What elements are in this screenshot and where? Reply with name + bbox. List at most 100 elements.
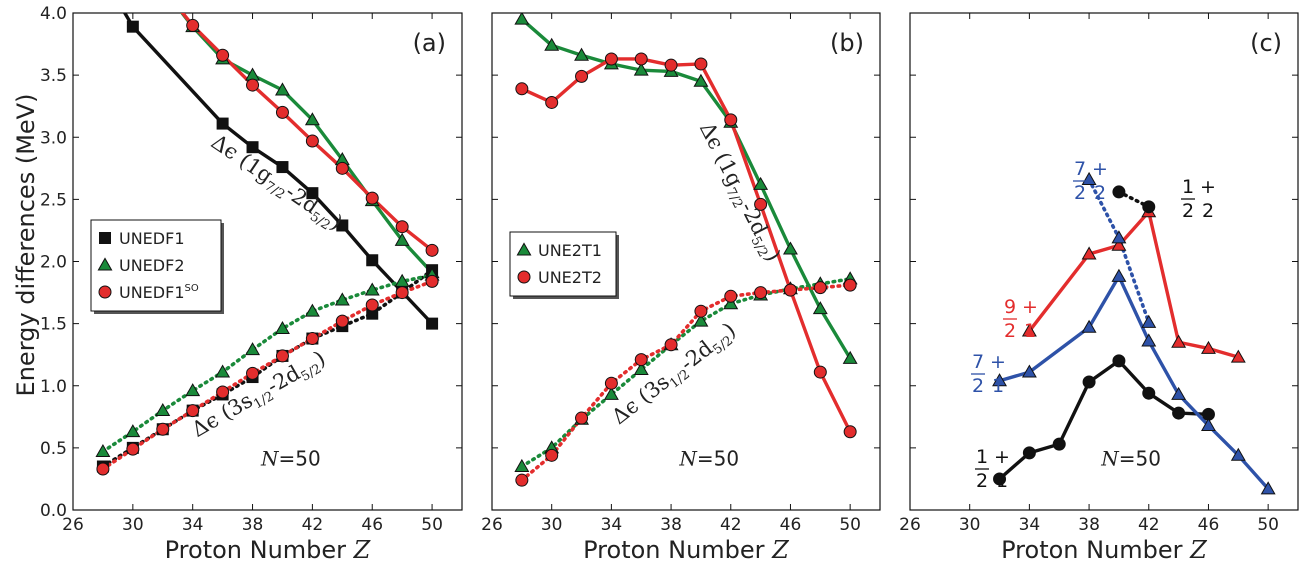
legend-entry: UNEDF1SO [119, 283, 199, 302]
data-point [395, 286, 409, 300]
data-point [1112, 185, 1126, 199]
state-label-den: 2 [1004, 320, 1016, 342]
x-tick-label: 30 [541, 515, 563, 535]
x-axis-label-var: Z [1189, 536, 1208, 564]
data-point [1081, 246, 1097, 260]
n-label-var: N [678, 446, 698, 470]
y-tick-label: 2.0 [40, 253, 67, 273]
data-point [693, 313, 709, 327]
y-tick-label: 0.0 [40, 501, 67, 521]
state-label-idx: 1 [1024, 320, 1036, 342]
data-point [126, 442, 140, 456]
state-label: 12+2 [1181, 176, 1216, 222]
data-point [335, 161, 349, 175]
data-point [514, 13, 530, 25]
data-point [545, 95, 559, 109]
y-tick-label: 4.0 [40, 4, 67, 24]
legend-box [90, 219, 222, 312]
state-label-sign: + [994, 446, 1010, 468]
data-point [335, 314, 349, 328]
x-tick-label: 42 [302, 515, 324, 535]
data-point [365, 298, 379, 312]
data-point [1111, 230, 1127, 244]
data-point [754, 286, 768, 300]
panel-label: (a) [413, 29, 446, 57]
state-label-idx: 2 [1094, 182, 1106, 204]
data-point [813, 365, 827, 379]
state-label-den: 2 [1074, 182, 1086, 204]
data-point [782, 241, 798, 255]
data-point [633, 361, 649, 376]
data-point [365, 191, 379, 205]
legend-entry: UNE2T1 [538, 241, 602, 260]
legend-marker [97, 257, 113, 271]
data-point [305, 332, 319, 346]
legend-marker [517, 270, 531, 284]
n-label-value: =50 [1119, 446, 1161, 470]
x-tick-label: 38 [660, 515, 682, 535]
x-tick-label: 50 [421, 515, 443, 535]
x-axis-label-text: Proton Number [583, 536, 772, 564]
data-point [125, 424, 141, 438]
data-point [366, 254, 379, 267]
plot-area [992, 171, 1276, 495]
x-tick-label: 46 [780, 515, 802, 535]
state-label-num: 7 [1074, 158, 1086, 180]
data-point [724, 113, 738, 127]
x-tick-label: 38 [1078, 515, 1100, 535]
data-point [1142, 200, 1156, 214]
state-label-idx: 1 [992, 375, 1004, 397]
data-point [1082, 375, 1096, 389]
y-tick-label: 1.5 [40, 315, 67, 335]
legend-entry-label: UNEDF2 [119, 256, 185, 275]
x-tick-label: 26 [899, 515, 921, 535]
data-point [1230, 447, 1246, 461]
data-point [274, 82, 290, 96]
data-point [246, 366, 260, 380]
data-point [1142, 386, 1156, 400]
data-point [1081, 319, 1097, 333]
data-point [1052, 437, 1066, 451]
x-tick-label: 46 [1198, 515, 1220, 535]
x-axis-label-text: Proton Number [1001, 536, 1190, 564]
panel-a: 26 30 34 38 42 46 50 0.0 0.5 1.0 1.5 2.0 2.5 3.0 3.5 4.… [40, 4, 463, 564]
x-tick-label: 42 [1138, 515, 1160, 535]
data-point [185, 383, 201, 397]
state-label-num: 1 [1182, 176, 1194, 198]
n-label: N=50 [260, 446, 321, 470]
y-tick-label: 0.5 [40, 439, 67, 459]
data-point [336, 219, 349, 232]
data-point [276, 161, 289, 174]
y-tick-label: 3.5 [40, 66, 67, 86]
data-point [545, 448, 559, 462]
state-label: 12 +1 [975, 446, 1010, 492]
annotation-upper: Δϵ (1g7/2-2d5/2) [205, 130, 347, 239]
legend-entry-label: UNEDF1 [119, 283, 185, 302]
legend-marker [99, 232, 111, 244]
data-point [723, 296, 739, 310]
data-point [992, 373, 1008, 387]
data-point [1230, 349, 1246, 363]
data-point [394, 232, 410, 246]
series-line [520, 17, 852, 360]
state-label-den: 2 [972, 375, 984, 397]
state-label: 92 +1 [1003, 296, 1038, 342]
x-tick-label: 38 [242, 515, 264, 535]
data-point [216, 48, 230, 62]
y-tick-label: 1.0 [40, 377, 67, 397]
data-point [634, 52, 648, 66]
data-point [275, 105, 289, 119]
data-point [514, 458, 530, 472]
x-tick-label: 50 [839, 515, 861, 535]
data-point [664, 338, 678, 352]
data-point [95, 443, 111, 458]
x-axis-label-var: Z [353, 536, 372, 564]
data-point [634, 353, 648, 367]
data-point [693, 73, 709, 87]
data-point [216, 117, 229, 130]
data-point [1112, 354, 1126, 368]
data-point [1141, 333, 1157, 347]
data-point [544, 37, 560, 51]
